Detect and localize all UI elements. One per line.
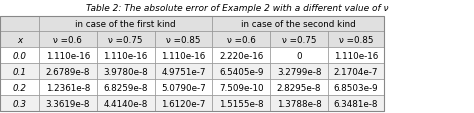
Text: ν =0.85: ν =0.85 [339,36,373,45]
Text: 1.110e-16: 1.110e-16 [334,52,378,60]
Bar [97,95,155,111]
Bar [212,48,270,64]
Bar [0,48,39,64]
Bar [270,95,328,111]
Text: 2.6789e-8: 2.6789e-8 [46,67,90,76]
Bar [39,95,97,111]
Text: 0.0: 0.0 [12,52,27,60]
Bar [270,48,328,64]
Bar [212,32,270,48]
Bar [97,48,155,64]
Bar [97,64,155,80]
Text: 1.6120e-7: 1.6120e-7 [161,99,206,108]
Text: 1.110e-16: 1.110e-16 [103,52,148,60]
Bar [212,64,270,80]
Text: 0: 0 [296,52,302,60]
Text: 1.110e-16: 1.110e-16 [46,52,90,60]
Bar [39,16,212,32]
Text: 1.2361e-8: 1.2361e-8 [46,83,90,92]
Text: ν =0.75: ν =0.75 [109,36,143,45]
Bar [0,80,39,95]
Text: 1.5155e-8: 1.5155e-8 [219,99,264,108]
Text: 6.5405e-9: 6.5405e-9 [219,67,264,76]
Text: 0.2: 0.2 [12,83,27,92]
Text: ν =0.75: ν =0.75 [282,36,316,45]
Text: 6.3481e-8: 6.3481e-8 [334,99,378,108]
Bar [155,32,212,48]
Bar [0,95,39,111]
Bar [155,48,212,64]
Bar [0,16,384,111]
Bar [212,95,270,111]
Bar [97,80,155,95]
Text: 1.3788e-8: 1.3788e-8 [277,99,321,108]
Text: 6.8259e-8: 6.8259e-8 [103,83,148,92]
Text: in case of the second kind: in case of the second kind [241,20,356,29]
Text: 2.220e-16: 2.220e-16 [219,52,264,60]
Text: 0.3: 0.3 [12,99,27,108]
Text: 1.110e-16: 1.110e-16 [161,52,206,60]
Bar [328,64,384,80]
Bar [155,80,212,95]
Text: 4.9751e-7: 4.9751e-7 [161,67,206,76]
Text: in case of the first kind: in case of the first kind [75,20,176,29]
Bar [155,95,212,111]
Text: x: x [17,36,22,45]
Text: Table 2: The absolute error of Example 2 with a different value of ν: Table 2: The absolute error of Example 2… [86,4,388,13]
Bar [0,32,39,48]
Bar [328,80,384,95]
Bar [328,48,384,64]
Text: 3.2799e-8: 3.2799e-8 [277,67,321,76]
Text: ν =0.6: ν =0.6 [227,36,255,45]
Bar [270,80,328,95]
Text: ν =0.6: ν =0.6 [54,36,82,45]
Bar [212,80,270,95]
Bar [155,64,212,80]
Bar [39,48,97,64]
Text: 2.1704e-7: 2.1704e-7 [334,67,378,76]
Text: 7.509e-10: 7.509e-10 [219,83,264,92]
Text: 0.1: 0.1 [12,67,27,76]
Text: 2.8295e-8: 2.8295e-8 [277,83,321,92]
Bar [39,64,97,80]
Bar [39,32,97,48]
Text: 6.8503e-9: 6.8503e-9 [334,83,378,92]
Bar [328,32,384,48]
Text: ν =0.85: ν =0.85 [166,36,201,45]
Text: 3.9780e-8: 3.9780e-8 [103,67,148,76]
Bar [270,32,328,48]
Bar [97,32,155,48]
Text: 3.3619e-8: 3.3619e-8 [46,99,90,108]
Bar [212,16,384,32]
Bar [328,95,384,111]
Text: 4.4140e-8: 4.4140e-8 [103,99,148,108]
Bar [0,64,39,80]
Bar [39,80,97,95]
Text: 5.0790e-7: 5.0790e-7 [161,83,206,92]
Bar [270,64,328,80]
Bar [0,16,39,32]
